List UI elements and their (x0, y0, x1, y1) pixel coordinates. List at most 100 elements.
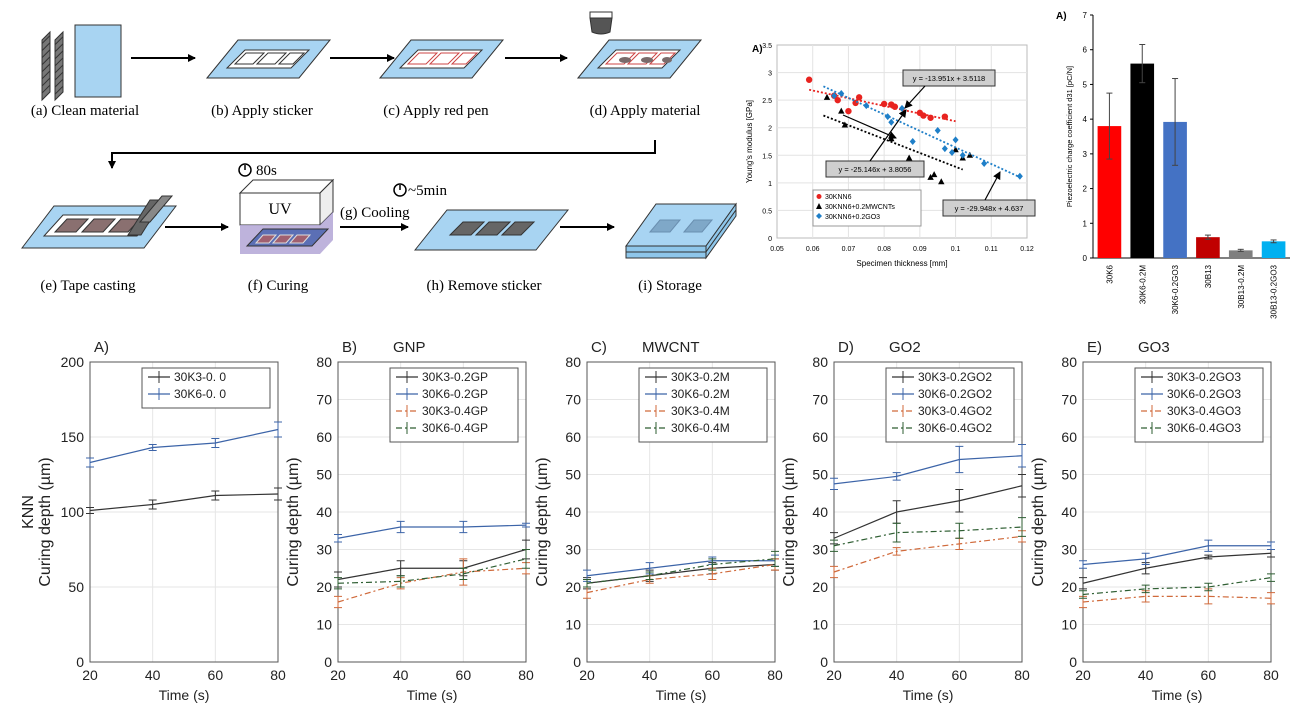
legend-marker (816, 194, 822, 199)
series-line (833, 535, 1023, 573)
y-tick-label: 1.5 (762, 153, 772, 160)
legend-marker (816, 213, 822, 219)
y-tick-label: 70 (565, 392, 581, 408)
panel-label: B) (342, 339, 357, 356)
y-tick-label: 100 (61, 504, 85, 520)
data-point-circle (941, 113, 949, 120)
x-tick-label: 60 (1201, 667, 1217, 683)
x-tick-label: 0.08 (877, 246, 891, 253)
legend-marker (816, 203, 822, 209)
y-tick-label: 40 (565, 504, 581, 520)
legend-label: 30KNN6+0.2GO3 (825, 214, 880, 221)
data-point-circle (834, 96, 841, 104)
uv-label: UV (268, 201, 292, 218)
legend-box (141, 367, 271, 409)
cooling-timer-icon (393, 183, 407, 197)
x-tick-label: 0.06 (806, 246, 820, 253)
legend-box (885, 367, 1015, 443)
cooling-label: (g) Cooling (340, 205, 410, 221)
process-diagram: (a) Clean material (b) Apply sticker (c)… (20, 11, 737, 294)
data-point-triangle (838, 107, 845, 114)
data-point-circle (805, 76, 813, 83)
series-line (1082, 595, 1272, 603)
x-tick-label: 40 (393, 667, 409, 683)
legend-label: 30K6-0.2GO2 (918, 387, 992, 401)
panel-title: GO2 (889, 339, 921, 356)
series-line (586, 558, 776, 584)
y-tick-label: 40 (316, 504, 332, 520)
panel-label: C) (591, 339, 607, 356)
trend-equation: y = -29.948x + 4.637 (955, 204, 1024, 213)
data-point-diamond (884, 113, 891, 121)
x-tick-label: 20 (82, 667, 98, 683)
x-tick-label: 80 (518, 667, 534, 683)
x-tick-label: 40 (145, 667, 161, 683)
legend-box (389, 367, 519, 443)
data-point-triangle (930, 171, 938, 178)
data-point-diamond (959, 151, 966, 159)
y-tick-label: 30 (1061, 542, 1077, 558)
y-axis-label: Piezoelectric charge coefficient d31 [pC… (1065, 66, 1074, 207)
data-point-diamond (949, 149, 955, 157)
data-point-diamond (909, 138, 916, 145)
legend-label: 30K6-0.2GO3 (1167, 387, 1241, 401)
series-line (833, 485, 1023, 539)
x-tick-label: 60 (208, 667, 224, 683)
data-point-diamond (952, 136, 959, 144)
data-point-triangle (927, 173, 934, 180)
step-e-illustration (20, 195, 178, 249)
piezo-coefficient-chart: 0 1 2 3 4 5 6 7 A) Piezoelectric charge coefficie… (1056, 11, 1290, 319)
x-category-label: 30K6-0.2M (1138, 265, 1147, 304)
series-line (833, 526, 1023, 547)
x-tick-label: 40 (1138, 667, 1154, 683)
y-tick-label: 50 (316, 467, 332, 483)
plot-frame (337, 361, 527, 663)
x-axis-label: Time (s) (656, 687, 707, 703)
curing-panel-d: 0 10 20 30 40 50 60 70 80 20 40 60 80 Time (s) Curing … (781, 339, 1030, 703)
x-axis-label: Time (s) (903, 687, 954, 703)
y-tick-label: 0.5 (762, 208, 772, 215)
data-point-diamond (888, 118, 895, 126)
legend-label: 30KNN6+0.2MWCNTs (825, 204, 895, 211)
legend-label: 30K3-0.4GP (422, 404, 488, 418)
x-tick-label: 60 (705, 667, 721, 683)
x-tick-label: 0.07 (842, 246, 856, 253)
y-tick-label: 60 (1061, 429, 1077, 445)
series-line (1082, 545, 1271, 566)
series-line (337, 548, 527, 581)
plot-frame (586, 361, 776, 663)
step-i-label: (i) Storage (638, 278, 702, 294)
series-line (337, 558, 527, 584)
y-tick-label: 60 (316, 429, 332, 445)
bar (1130, 63, 1155, 258)
series-line (1082, 552, 1272, 584)
panel-label: A) (94, 339, 109, 356)
x-category-label: 30B13 (1204, 264, 1213, 288)
y-tick-label: 150 (61, 429, 85, 445)
x-axis-label: Time (s) (1152, 687, 1203, 703)
y-tick-label: 50 (68, 579, 84, 595)
y-tick-label: 10 (1061, 617, 1077, 633)
cooling-time-label: ~5min (408, 183, 447, 199)
data-point-triangle (938, 178, 945, 185)
curing-panel-e: 0 10 20 30 40 50 60 70 80 20 40 60 80 Time (s) Curing … (1030, 339, 1279, 703)
y-tick-label: 30 (316, 542, 332, 558)
y-tick-label: 70 (812, 392, 828, 408)
x-category-label: 30K6-0.2GO3 (1171, 264, 1180, 314)
bar (1228, 250, 1253, 258)
series-line (89, 428, 279, 464)
series-line (586, 563, 776, 594)
data-point-circle (855, 94, 863, 101)
trend-arrow (904, 85, 926, 109)
legend-label: 30K6-0.4GO3 (1167, 421, 1241, 435)
y-tick-label: 200 (61, 354, 85, 370)
y-tick-label: 10 (812, 617, 828, 633)
y-tick-label: 20 (812, 579, 828, 595)
step-d-label: (d) Apply material (590, 103, 701, 119)
legend-label: 30K6-0.2GP (422, 387, 488, 401)
data-point-diamond (831, 92, 838, 100)
y-axis-label: Young's modulus [GPa] (745, 100, 754, 183)
panel-label: E) (1087, 339, 1102, 356)
x-axis-label: Time (s) (407, 687, 458, 703)
